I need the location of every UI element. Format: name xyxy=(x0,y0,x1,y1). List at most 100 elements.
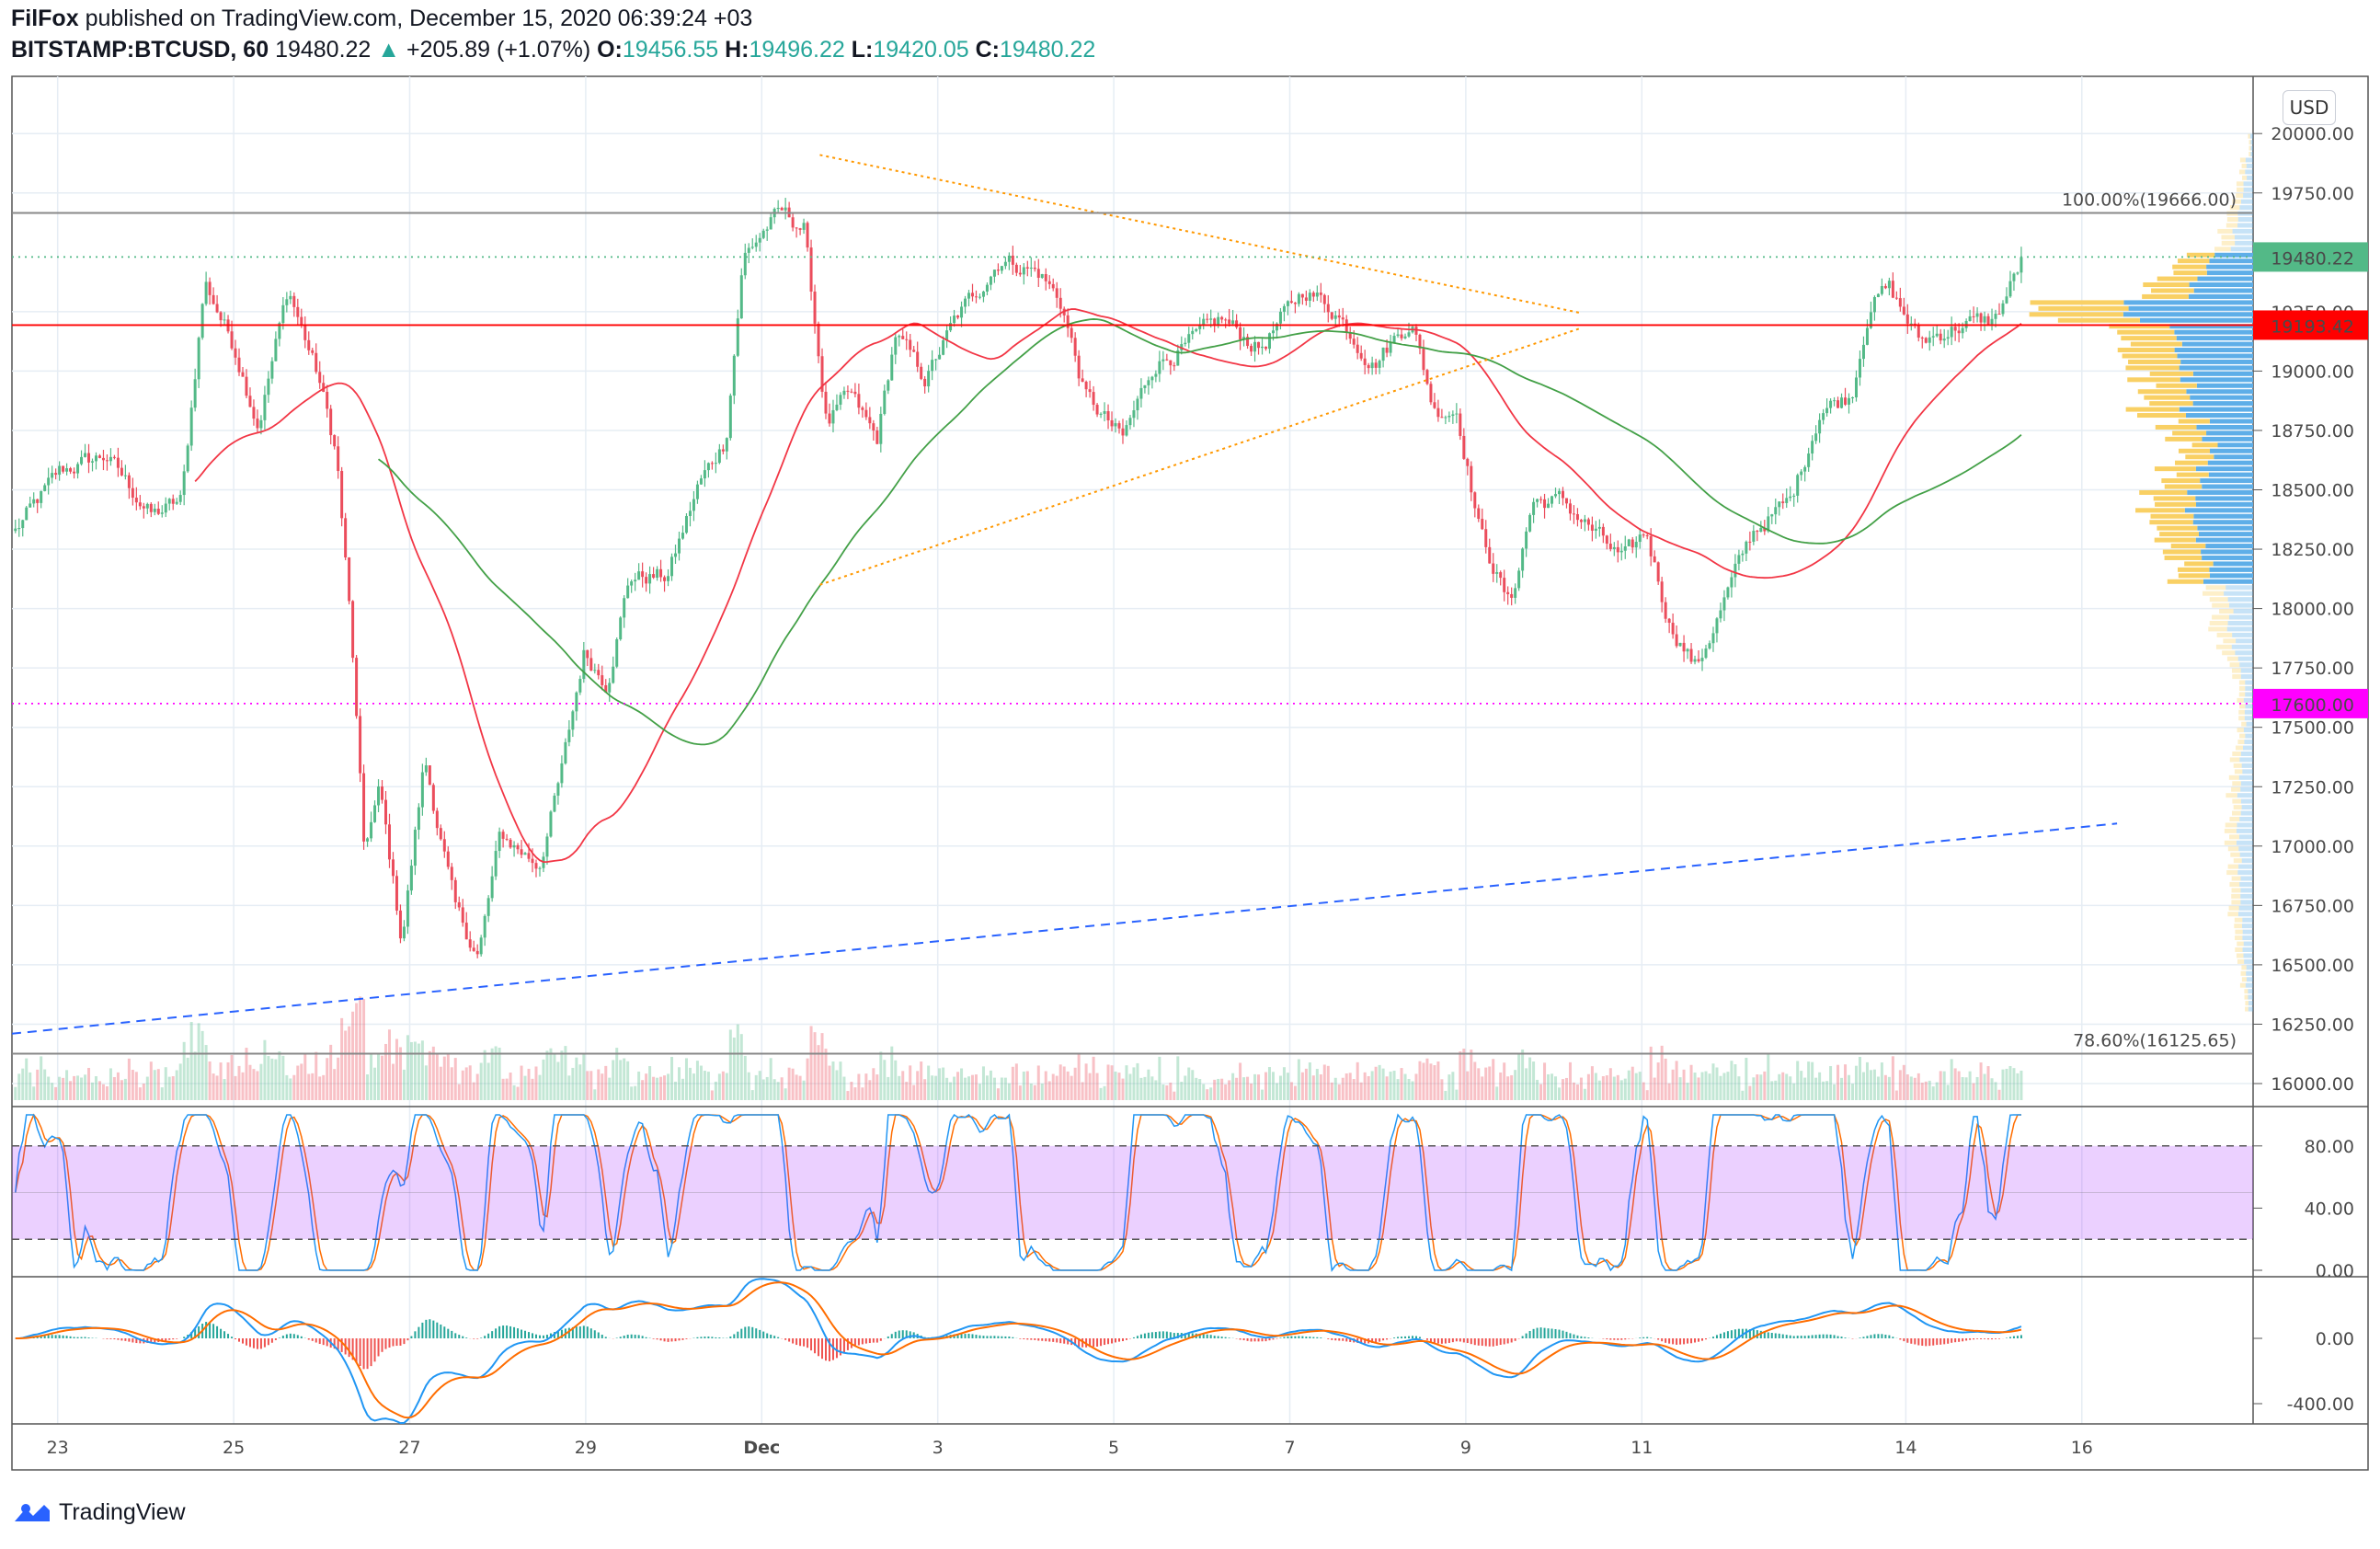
macd-histogram-bar xyxy=(593,1330,596,1338)
author[interactable]: FilFox xyxy=(11,6,79,31)
candle-body xyxy=(1818,419,1822,434)
candle-body xyxy=(303,325,307,340)
currency-button[interactable]: USD xyxy=(2283,90,2336,125)
x-tick-label: 29 xyxy=(575,1438,597,1458)
volume-bar xyxy=(47,1076,51,1100)
volume-bar xyxy=(1407,1078,1411,1100)
volume-bar xyxy=(1528,1057,1532,1100)
candle-body xyxy=(820,356,824,392)
volume-bar xyxy=(626,1061,630,1100)
candle-body xyxy=(1106,411,1110,420)
candle-body xyxy=(971,293,975,297)
volume-bar xyxy=(1840,1077,1844,1100)
candle-body xyxy=(1253,341,1257,352)
macd-histogram-bar xyxy=(1136,1336,1139,1338)
candle-body xyxy=(1333,315,1337,319)
volume-bar xyxy=(395,1038,398,1100)
candle-body xyxy=(1209,318,1213,320)
candle-body xyxy=(1264,346,1268,350)
candle-body xyxy=(531,858,534,864)
volume-bar xyxy=(695,1061,699,1100)
volume-profile-up xyxy=(2240,876,2253,881)
candle-body xyxy=(94,455,97,462)
macd-histogram-bar xyxy=(1217,1336,1219,1338)
macd-histogram-bar xyxy=(1580,1336,1583,1338)
candle-body xyxy=(1722,597,1726,611)
candle-body xyxy=(842,390,846,396)
volume-bar xyxy=(1289,1082,1293,1100)
macd-histogram-bar xyxy=(227,1334,230,1338)
candle-body xyxy=(417,807,420,831)
y-tick-label: 18250.00 xyxy=(2271,540,2354,560)
macd-histogram-bar xyxy=(674,1338,677,1342)
volume-bar xyxy=(784,1088,787,1100)
candle-body xyxy=(1117,423,1121,429)
volume-bar xyxy=(967,1076,971,1100)
volume-bar xyxy=(1547,1073,1550,1100)
candle-body xyxy=(435,810,439,829)
macd-histogram-bar xyxy=(395,1338,398,1347)
candle-body xyxy=(1935,333,1939,337)
macd-histogram-bar xyxy=(362,1338,365,1370)
candle-body xyxy=(901,336,905,339)
candle-body xyxy=(17,528,21,530)
candle-body xyxy=(333,435,337,447)
candle-body xyxy=(916,351,920,367)
macd-histogram-bar xyxy=(216,1325,219,1338)
candle-body xyxy=(1539,499,1543,500)
macd-histogram-bar xyxy=(1763,1331,1766,1338)
volume-bar xyxy=(1000,1077,1003,1100)
candle-body xyxy=(623,598,626,618)
tradingview-logo[interactable]: TradingView xyxy=(13,1499,186,1526)
volume-profile-down xyxy=(2178,448,2211,453)
macd-histogram-bar xyxy=(1220,1337,1223,1338)
candle-body xyxy=(1359,352,1363,359)
volume-profile-up xyxy=(2243,728,2253,733)
volume-profile-up xyxy=(2235,650,2253,656)
volume-profile-up xyxy=(2139,317,2253,323)
macd-histogram-bar xyxy=(619,1337,622,1338)
candle-body xyxy=(1374,362,1378,368)
volume-profile-up xyxy=(2232,228,2253,234)
volume-bar xyxy=(215,1075,219,1100)
volume-bar xyxy=(1473,1061,1477,1100)
candle-body xyxy=(1311,293,1315,297)
ma-50-line xyxy=(194,308,2022,864)
x-tick-label: 5 xyxy=(1108,1438,1119,1458)
candle-body xyxy=(1909,323,1913,325)
volume-profile-up xyxy=(2224,591,2253,596)
volume-bar xyxy=(1631,1066,1634,1100)
candle-body xyxy=(1239,327,1242,340)
volume-bar xyxy=(391,1063,395,1100)
high-label: H: xyxy=(725,37,749,63)
candle-body xyxy=(289,295,292,300)
volume-bar xyxy=(645,1073,648,1100)
volume-bar xyxy=(641,1080,645,1100)
volume-bar xyxy=(1619,1080,1623,1100)
volume-bar xyxy=(1833,1084,1836,1100)
volume-bar xyxy=(29,1072,32,1100)
macd-histogram-bar xyxy=(1030,1338,1033,1340)
volume-bar xyxy=(612,1060,615,1100)
candle-body xyxy=(1099,413,1103,415)
volume-bar xyxy=(1767,1053,1770,1100)
volume-bar xyxy=(953,1076,956,1100)
macd-histogram-bar xyxy=(1943,1338,1946,1345)
volume-profile-down xyxy=(2185,454,2214,460)
volume-profile-up xyxy=(2209,573,2253,579)
volume-profile-down xyxy=(2117,329,2175,335)
volume-bar xyxy=(927,1065,931,1100)
candle-body xyxy=(1939,333,1942,341)
candle-body xyxy=(1514,588,1517,598)
macd-histogram-bar xyxy=(1301,1336,1304,1338)
volume-bar xyxy=(1583,1088,1586,1100)
volume-bar xyxy=(981,1066,985,1100)
volume-bar xyxy=(1374,1066,1378,1100)
volume-profile-down xyxy=(2244,994,2248,1000)
symbol-name[interactable]: BITSTAMP:BTCUSD, 60 xyxy=(11,37,269,63)
volume-profile-down xyxy=(2212,614,2229,620)
candle-body xyxy=(43,485,47,491)
volume-profile-down xyxy=(2226,217,2238,223)
candle-body xyxy=(695,484,699,499)
